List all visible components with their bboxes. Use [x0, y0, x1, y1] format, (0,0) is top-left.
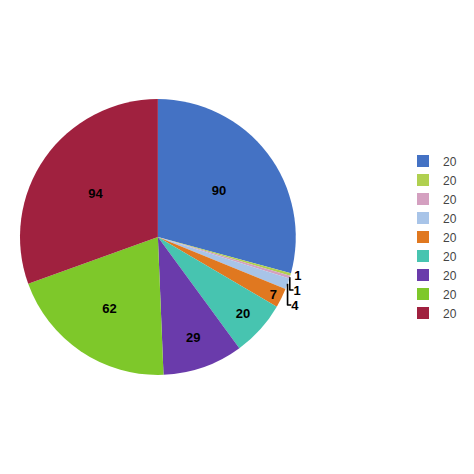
svg-text:20: 20	[443, 193, 457, 207]
svg-text:20: 20	[443, 212, 457, 226]
svg-text:94: 94	[88, 186, 103, 201]
svg-text:20: 20	[443, 174, 457, 188]
svg-text:20: 20	[443, 288, 457, 302]
svg-text:4: 4	[291, 298, 299, 313]
svg-text:1: 1	[294, 268, 301, 283]
svg-text:20: 20	[236, 306, 250, 321]
svg-text:7: 7	[270, 287, 277, 302]
svg-text:20: 20	[443, 155, 457, 169]
svg-text:20: 20	[443, 250, 457, 264]
svg-text:29: 29	[186, 330, 200, 345]
svg-text:62: 62	[102, 301, 116, 316]
svg-text:20: 20	[443, 231, 457, 245]
svg-text:20: 20	[443, 269, 457, 283]
svg-text:1: 1	[294, 283, 301, 298]
svg-text:20: 20	[443, 307, 457, 321]
svg-text:90: 90	[212, 183, 226, 198]
